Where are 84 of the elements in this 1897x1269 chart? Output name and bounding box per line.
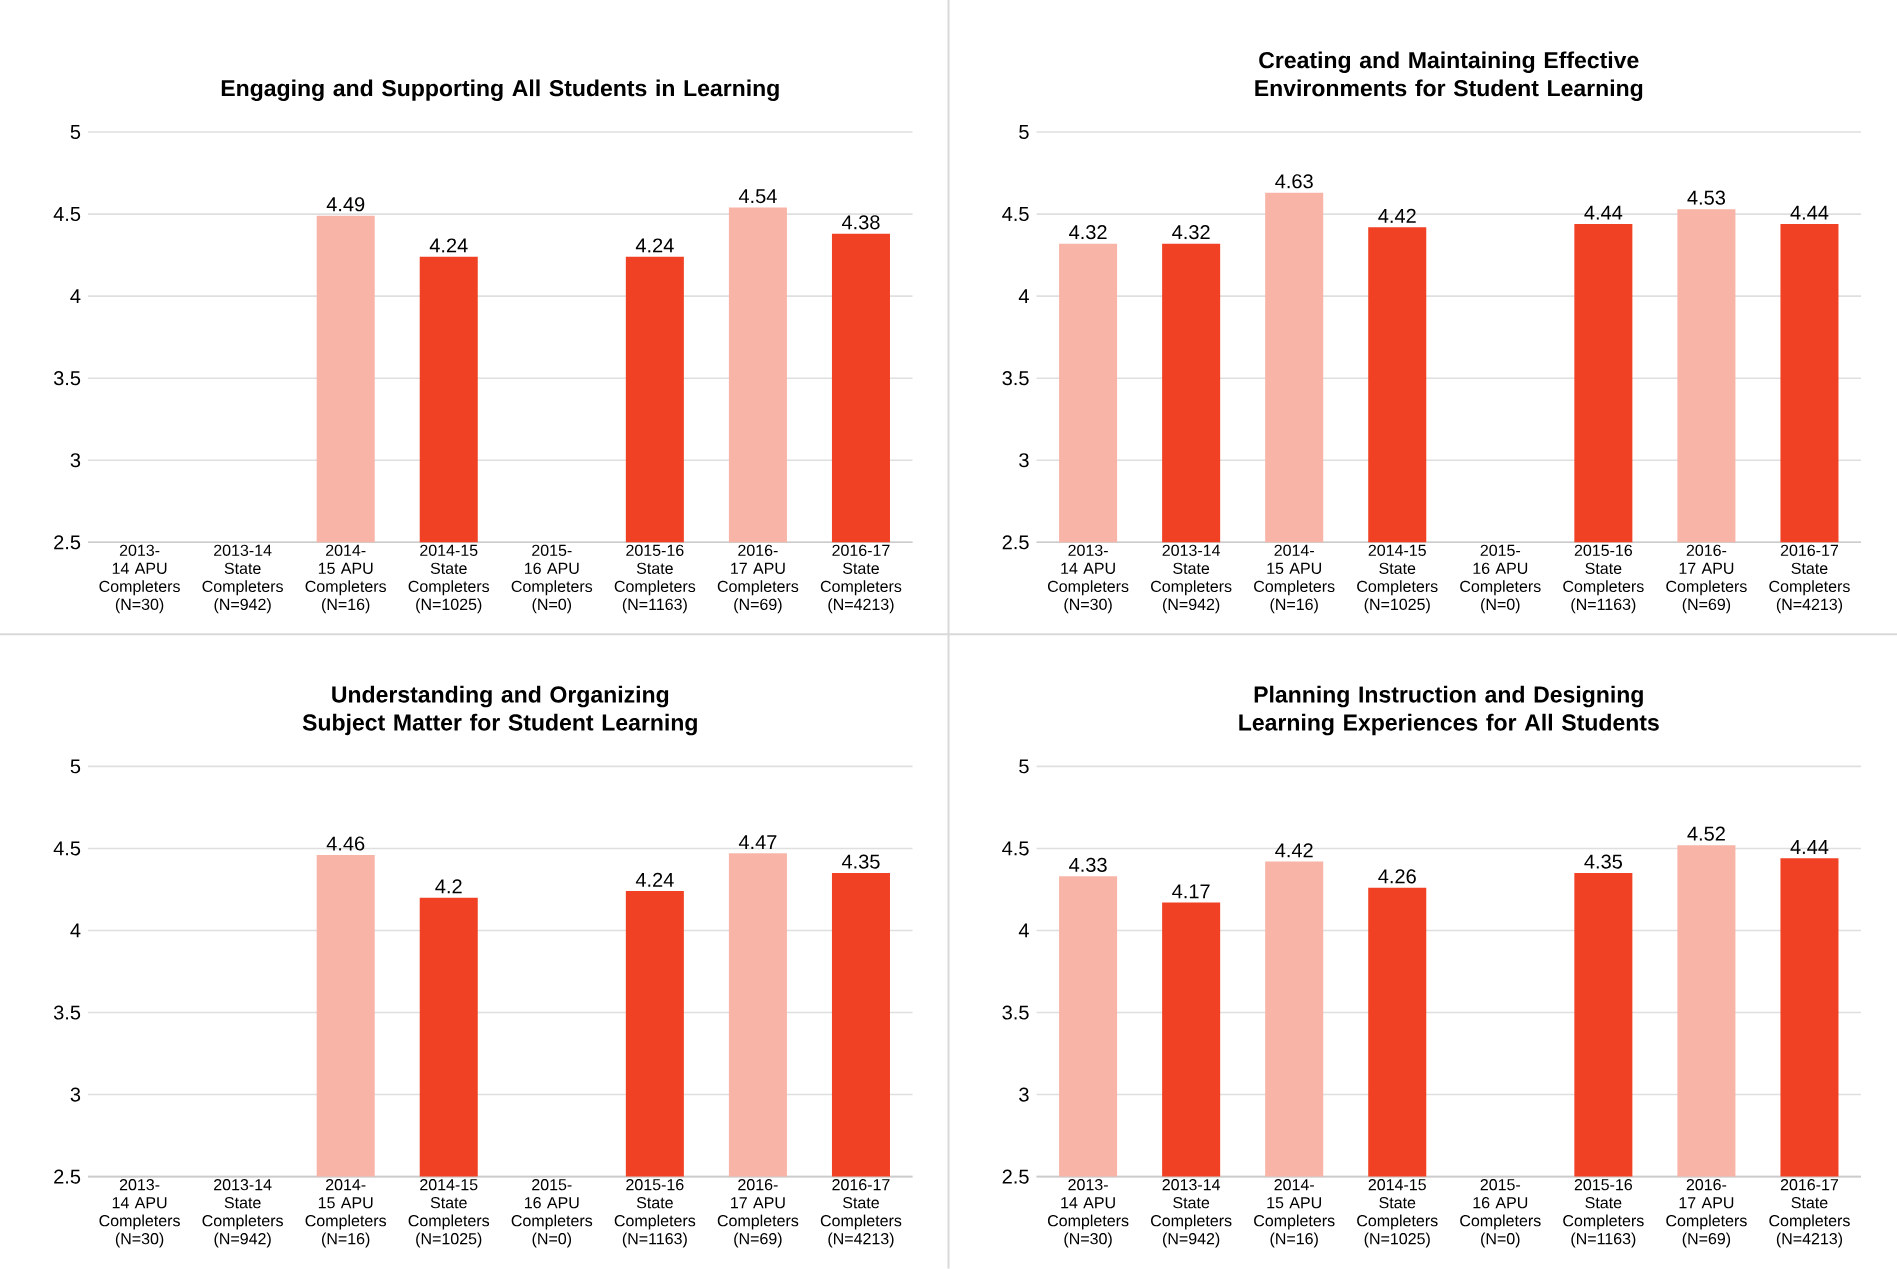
y-tick-label: 2.5 xyxy=(1002,535,1029,550)
data-label: 4.35 xyxy=(1584,854,1622,869)
data-label: 4.44 xyxy=(1790,205,1829,220)
y-tick-label: 5 xyxy=(70,759,81,774)
x-tick-label: 2016-17 APU Completers (N=69) xyxy=(717,1179,799,1248)
data-label: 4.42 xyxy=(1378,209,1416,223)
data-label: 4.24 xyxy=(429,238,468,253)
data-label: 4.46 xyxy=(326,836,365,851)
x-tick-label: 2015-16 State Completers (N=1163) xyxy=(1563,1179,1644,1248)
x-tick-label: 2014-15 State Completers (N=1025) xyxy=(1357,544,1438,614)
x-tick-label: 2013-14 State Completers (N=942) xyxy=(1151,1179,1232,1248)
x-tick-label: 2016-17 APU Completers (N=69) xyxy=(1666,1179,1747,1248)
x-tick-label: 2015-16 State Completers (N=1163) xyxy=(614,544,696,614)
x-tick-label: 2013-14 APU Completers (N=30) xyxy=(99,1179,180,1248)
data-label: 4.26 xyxy=(1378,869,1416,884)
data-label: 4.42 xyxy=(1275,843,1313,858)
y-tick-label: 4.5 xyxy=(53,841,81,856)
y-tick-label: 4 xyxy=(70,289,81,304)
y-tick-label: 4 xyxy=(70,923,81,938)
y-tick-label: 3 xyxy=(1019,1087,1029,1102)
y-tick-label: 5 xyxy=(1019,759,1029,774)
y-tick-label: 4.5 xyxy=(53,207,81,222)
y-tick-label: 2.5 xyxy=(54,1169,81,1184)
chart-title: Creating and Maintaining Effective Environments for Student Learning xyxy=(1255,51,1643,102)
x-tick-label: 2016-17 APU Completers (N=69) xyxy=(1666,544,1747,614)
data-label: 4.2 xyxy=(435,879,462,894)
y-tick-label: 3 xyxy=(70,1087,81,1102)
x-tick-label: 2016-17 State Completers (N=4213) xyxy=(820,544,902,614)
y-tick-label: 2.5 xyxy=(1002,1169,1029,1184)
data-label: 4.35 xyxy=(841,854,880,869)
x-tick-label: 2014-15 APU Completers (N=16) xyxy=(305,1179,387,1248)
chart-title: Engaging and Supporting All Students in Learning xyxy=(221,79,779,102)
data-label: 4.52 xyxy=(1687,826,1725,841)
x-tick-label: 2016-17 APU Completers (N=69) xyxy=(717,544,799,614)
chart-title: Understanding and Organizing Subject Matter for Student Learning xyxy=(302,685,697,736)
x-tick-label: 2015-16 APU Completers (N=0) xyxy=(511,544,593,614)
y-tick-label: 3.5 xyxy=(1002,371,1029,386)
data-label: 4.38 xyxy=(841,215,880,230)
y-tick-label: 3 xyxy=(1019,453,1029,468)
x-tick-label: 2014-15 APU Completers (N=16) xyxy=(1254,1179,1335,1248)
x-tick-label: 2015-16 State Completers (N=1163) xyxy=(614,1179,696,1248)
x-tick-label: 2013-14 APU Completers (N=30) xyxy=(1047,1179,1129,1248)
data-label: 4.49 xyxy=(326,197,365,212)
data-label: 4.17 xyxy=(1172,884,1210,899)
x-tick-label: 2016-17 State Completers (N=4213) xyxy=(1769,1179,1850,1248)
y-tick-label: 3.5 xyxy=(1002,1005,1029,1020)
x-tick-label: 2014-15 State Completers (N=1025) xyxy=(408,544,490,614)
x-tick-label: 2016-17 State Completers (N=4213) xyxy=(820,1179,902,1248)
x-tick-label: 2014-15 APU Completers (N=16) xyxy=(1254,544,1335,614)
x-tick-label: 2014-15 APU Completers (N=16) xyxy=(305,544,387,614)
y-tick-label: 3.5 xyxy=(53,371,81,386)
x-tick-label: 2013-14 State Completers (N=942) xyxy=(202,1179,283,1248)
x-tick-label: 2014-15 State Completers (N=1025) xyxy=(1357,1179,1438,1248)
y-tick-label: 5 xyxy=(1019,125,1029,140)
data-label: 4.33 xyxy=(1069,857,1107,873)
x-tick-label: 2015-16 APU Completers (N=0) xyxy=(511,1179,593,1248)
y-tick-label: 4.5 xyxy=(1002,207,1029,222)
data-label: 4.44 xyxy=(1790,840,1829,855)
x-tick-label: 2013-14 APU Completers (N=30) xyxy=(1047,544,1129,614)
data-label: 4.63 xyxy=(1275,174,1313,189)
x-tick-label: 2013-14 State Completers (N=942) xyxy=(202,544,283,614)
x-tick-label: 2015-16 APU Completers (N=0) xyxy=(1460,544,1541,614)
y-tick-label: 3 xyxy=(70,453,81,468)
x-tick-label: 2015-16 APU Completers (N=0) xyxy=(1460,1179,1541,1248)
x-tick-label: 2016-17 State Completers (N=4213) xyxy=(1769,544,1850,614)
y-tick-label: 4 xyxy=(1018,289,1029,304)
data-label: 4.32 xyxy=(1069,225,1107,240)
data-label: 4.24 xyxy=(635,872,674,887)
y-tick-label: 5 xyxy=(70,125,81,140)
y-tick-label: 2.5 xyxy=(54,535,81,550)
y-tick-label: 4 xyxy=(1018,923,1029,938)
x-tick-label: 2013-14 APU Completers (N=30) xyxy=(99,544,180,614)
x-tick-label: 2014-15 State Completers (N=1025) xyxy=(408,1179,490,1248)
x-tick-label: 2013-14 State Completers (N=942) xyxy=(1151,544,1232,614)
y-tick-label: 3.5 xyxy=(53,1005,81,1020)
data-label: 4.32 xyxy=(1172,225,1210,240)
data-label: 4.24 xyxy=(635,238,674,253)
data-label: 4.54 xyxy=(738,189,777,204)
y-tick-label: 4.5 xyxy=(1002,841,1029,856)
chart-title: Planning Instruction and Designing Learning Experiences for All Students xyxy=(1239,685,1659,736)
data-label: 4.53 xyxy=(1687,190,1726,205)
data-label: 4.47 xyxy=(738,835,777,850)
x-tick-label: 2015-16 State Completers (N=1163) xyxy=(1563,544,1644,614)
data-label: 4.44 xyxy=(1584,205,1623,220)
